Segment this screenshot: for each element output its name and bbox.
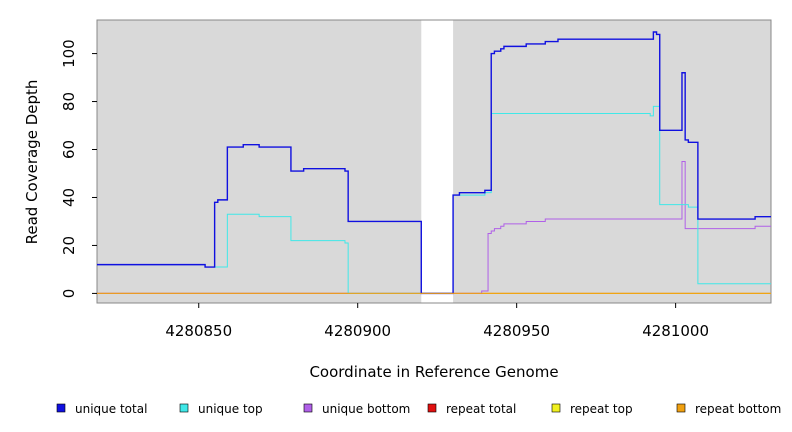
legend-swatch (551, 403, 561, 413)
legend-label: repeat bottom (695, 402, 781, 416)
x-tick-label: 4281000 (642, 322, 709, 340)
y-tick-label: 40 (60, 188, 78, 207)
x-axis: 4280850 4280900 4280950 4281000 (165, 303, 709, 340)
legend-label: unique top (198, 402, 263, 416)
legend-swatch (676, 403, 686, 413)
x-axis-label: Coordinate in Reference Genome (309, 363, 558, 381)
y-tick-label: 60 (60, 140, 78, 159)
series-layer (97, 31, 771, 295)
x-tick-label: 4280850 (165, 322, 232, 340)
y-tick-label: 0 (60, 289, 78, 299)
y-tick-label: 100 (60, 39, 78, 68)
y-axis: 0 20 40 60 80 100 (60, 39, 97, 298)
x-tick-label: 4280950 (483, 322, 550, 340)
legend-swatch (427, 403, 437, 413)
legend-swatch (179, 403, 189, 413)
gap-region (421, 20, 454, 303)
legend-label: unique total (75, 402, 147, 416)
series-line-unique-bottom (97, 161, 771, 294)
y-tick-label: 80 (60, 92, 78, 111)
plot-frame (96, 19, 772, 304)
legend-label: repeat top (570, 402, 633, 416)
legend-label: unique bottom (322, 402, 410, 416)
legend-swatch (303, 403, 313, 413)
legend-label: repeat total (446, 402, 516, 416)
series-line-unique-total (97, 31, 771, 295)
y-axis-label: Read Coverage Depth (23, 80, 41, 245)
y-tick-label: 20 (60, 236, 78, 255)
x-tick-label: 4280900 (324, 322, 391, 340)
legend: unique total unique top unique bottom repea… (56, 402, 781, 416)
legend-swatch (56, 403, 66, 413)
